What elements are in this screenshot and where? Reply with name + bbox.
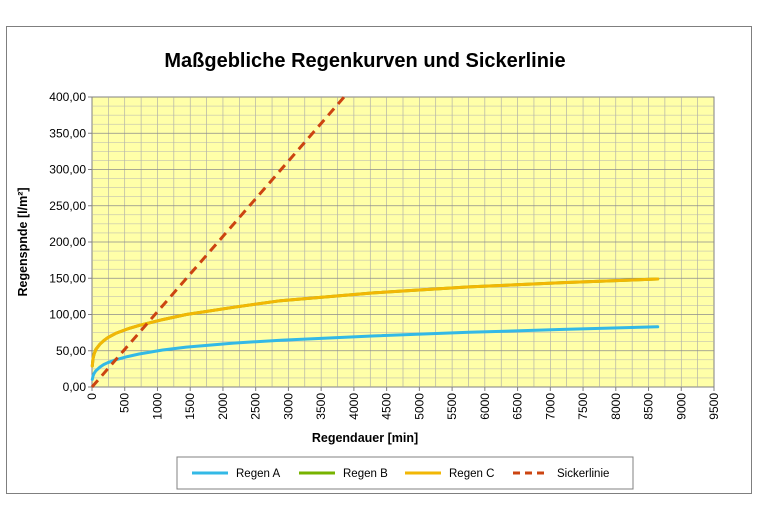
tick-layer: 0,00 50,00 100,00 150,00 200,00 250,00 300,00 3…: [49, 90, 721, 420]
legend-label-regen-a: Regen A: [236, 468, 280, 480]
x-tick-label: 4500: [380, 393, 394, 420]
x-tick-label: 5000: [412, 393, 426, 420]
x-axis-title: Regendauer [min]: [312, 431, 418, 445]
legend-label-regen-b: Regen B: [343, 468, 388, 480]
x-tick-label: 6500: [511, 393, 525, 420]
legend-label-regen-c: Regen C: [449, 468, 494, 480]
x-tick-label: 0: [85, 393, 99, 400]
chart-frame: Maßgebliche Regenkurven und Sickerlinie …: [6, 26, 752, 494]
x-tick-label: 7000: [543, 393, 557, 420]
x-tick-label: 6000: [478, 393, 492, 420]
x-tick-label: 3500: [314, 393, 328, 420]
legend-layer: Regen A Regen B Regen C Sickerlinie: [192, 468, 609, 480]
chart-title: Maßgebliche Regenkurven und Sickerlinie: [164, 50, 565, 72]
x-tick-label: 500: [118, 393, 132, 413]
x-tick-label: 2500: [249, 393, 263, 420]
x-tick-label: 1000: [150, 393, 164, 420]
x-tick-label: 8500: [642, 393, 656, 420]
series-line-regen-a: [90, 325, 660, 381]
x-tick-label: 9500: [707, 393, 721, 420]
y-tick-label: 350,00: [49, 126, 86, 140]
y-tick-label: 300,00: [49, 163, 86, 177]
x-tick-label: 9000: [674, 393, 688, 420]
y-tick-label: 250,00: [49, 199, 86, 213]
x-tick-label: 4000: [347, 393, 361, 420]
y-tick-label: 400,00: [49, 90, 86, 104]
y-tick-label: 150,00: [49, 271, 86, 285]
x-tick-label: 8000: [609, 393, 623, 420]
series-line-sickerlinie: [90, 96, 346, 388]
y-tick-label: 100,00: [49, 308, 86, 322]
x-tick-label: 1500: [183, 393, 197, 420]
x-tick-label: 7500: [576, 393, 590, 420]
x-tick-label: 3000: [281, 393, 295, 420]
x-tick-label: 2000: [216, 393, 230, 420]
series-line-regen-c: [90, 277, 660, 368]
y-axis-title: Regenspnde [l/m²]: [16, 187, 30, 296]
chart-svg: Maßgebliche Regenkurven und Sickerlinie …: [16, 50, 721, 490]
x-tick-label: 5500: [445, 393, 459, 420]
legend-label-sickerlinie: Sickerlinie: [557, 468, 609, 480]
series-layer: [90, 96, 660, 388]
y-tick-label: 50,00: [56, 344, 86, 358]
y-tick-label: 0,00: [63, 380, 87, 394]
y-tick-label: 200,00: [49, 235, 86, 249]
